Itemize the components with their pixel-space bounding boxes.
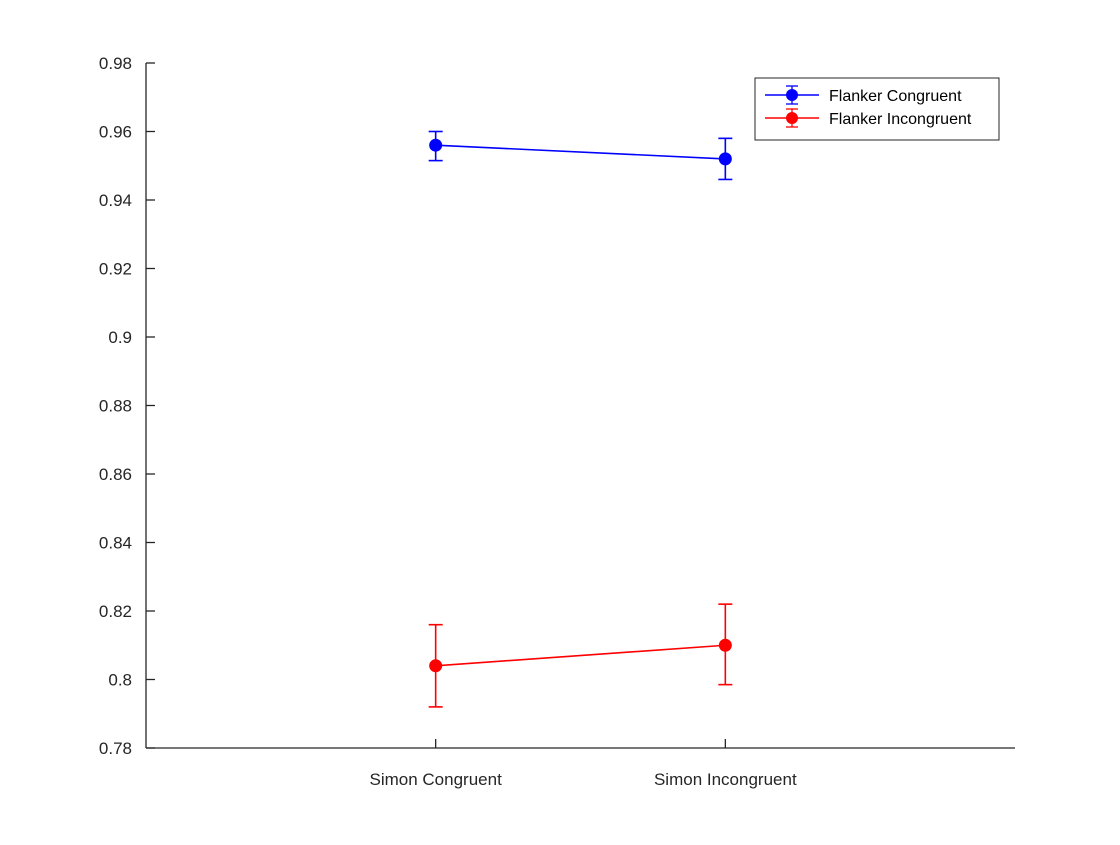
y-tick-label: 0.9: [108, 328, 132, 347]
data-point: [429, 138, 443, 152]
legend-marker: [786, 89, 798, 101]
y-tick-label: 0.92: [99, 260, 132, 279]
data-point: [429, 659, 443, 673]
y-tick-label: 0.98: [99, 54, 132, 73]
y-tick-label: 0.84: [99, 534, 132, 553]
series-layer: [428, 130, 733, 708]
y-tick-label: 0.88: [99, 397, 132, 416]
y-tick-label: 0.8: [108, 671, 132, 690]
series-line: [435, 644, 726, 667]
legend-label: Flanker Incongruent: [829, 111, 972, 128]
x-tick-label: Simon Congruent: [370, 770, 503, 789]
data-point: [718, 152, 732, 166]
series-line: [435, 144, 726, 160]
data-point: [718, 638, 732, 652]
legend-label: Flanker Congruent: [829, 88, 962, 105]
legend: Flanker Congruent Flanker Incongruent: [754, 77, 1000, 141]
x-tick-label: Simon Incongruent: [654, 770, 797, 789]
legend-marker: [786, 112, 798, 124]
series-1: [428, 130, 733, 181]
y-tick-label: 0.82: [99, 602, 132, 621]
y-tick-label: 0.94: [99, 191, 132, 210]
series-2: [428, 603, 733, 708]
y-tick-label: 0.86: [99, 465, 132, 484]
y-tick-label: 0.78: [99, 739, 132, 758]
y-tick-label: 0.96: [99, 123, 132, 142]
legend-item: Flanker Incongruent: [765, 108, 972, 128]
axes: 0.78 0.8 0.82 0.84 0.86 0.88 0.9 0.92 0.94 0.96 0.…: [99, 54, 1015, 789]
legend-item: Flanker Congruent: [765, 85, 962, 105]
